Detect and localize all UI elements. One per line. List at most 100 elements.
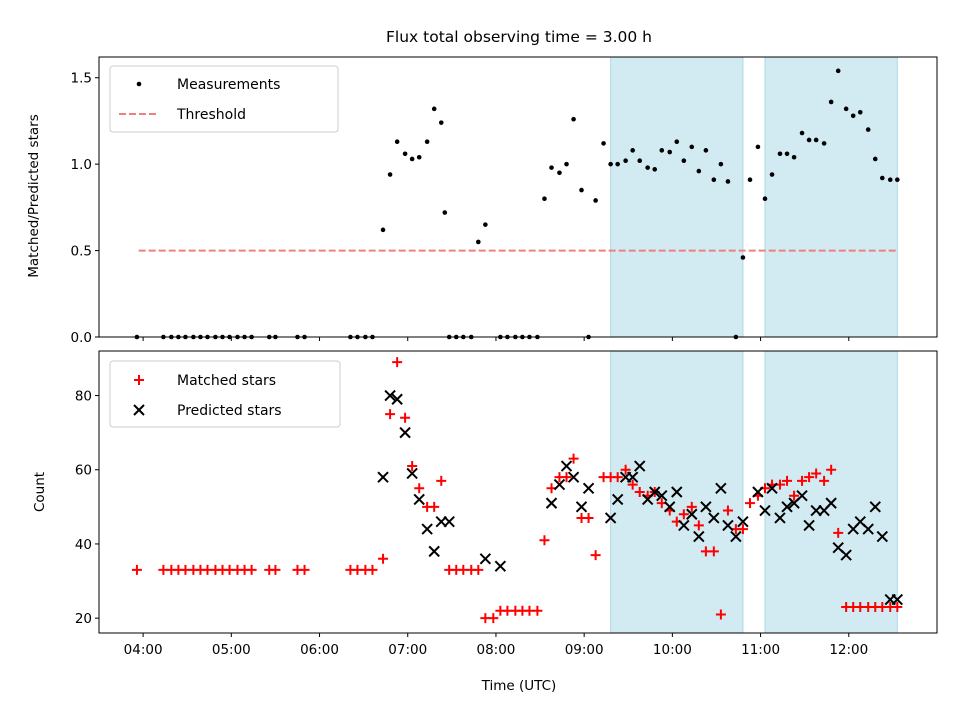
legend-label-matched: Matched stars bbox=[177, 373, 276, 389]
measurement-point bbox=[821, 141, 827, 146]
matched-star-point bbox=[744, 498, 755, 509]
measurement-point bbox=[813, 137, 819, 143]
matched-star-point bbox=[561, 472, 572, 483]
predicted-star-point bbox=[869, 501, 881, 513]
matched-star-point bbox=[407, 461, 418, 472]
bot-x-tick-label: 11:00 bbox=[741, 642, 780, 658]
predicted-star-point bbox=[825, 497, 837, 509]
measurement-point bbox=[791, 154, 797, 160]
measurement-point bbox=[725, 179, 731, 184]
bot-y-tick-label: 80 bbox=[75, 389, 92, 405]
legend-label-threshold: Threshold bbox=[176, 107, 246, 123]
matched-star-point bbox=[436, 475, 447, 486]
predicted-star-point bbox=[715, 482, 727, 494]
bot-shaded-span-1 bbox=[764, 350, 898, 634]
measurement-point bbox=[799, 130, 805, 136]
top-legend-box bbox=[109, 65, 339, 133]
measurement-point bbox=[542, 196, 547, 202]
matched-star-point bbox=[539, 535, 550, 546]
top-y-axis-label: Matched/Predicted stars bbox=[26, 114, 42, 277]
measurement-point bbox=[865, 127, 871, 132]
top-y-tick-label: 1.5 bbox=[71, 71, 92, 87]
matched-star-point bbox=[634, 487, 645, 497]
bottom-y-axis: 20 40 60 80 bbox=[75, 389, 99, 627]
matched-star-point bbox=[620, 464, 631, 475]
legend-label-predicted: Predicted stars bbox=[177, 403, 282, 419]
measurement-point bbox=[828, 99, 834, 105]
predicted-star-point bbox=[413, 493, 425, 506]
measurement-point bbox=[549, 165, 554, 170]
measurement-point bbox=[895, 177, 900, 183]
measurement-point bbox=[681, 158, 687, 164]
predicted-star-point bbox=[693, 530, 705, 543]
measurement-point bbox=[777, 151, 783, 157]
measurement-point bbox=[711, 177, 717, 183]
matched-star-point bbox=[590, 550, 601, 561]
measurement-point bbox=[645, 165, 650, 170]
measurement-point bbox=[703, 148, 709, 153]
measurement-point bbox=[409, 156, 415, 162]
measurement-point bbox=[880, 175, 885, 181]
bottom-legend: Matched stars Predicted stars bbox=[109, 360, 341, 428]
measurement-point bbox=[476, 239, 481, 245]
predicted-star-point bbox=[494, 560, 507, 572]
predicted-star-point bbox=[876, 530, 889, 543]
measurement-point bbox=[557, 170, 562, 176]
predicted-star-point bbox=[722, 519, 734, 532]
predicted-star-point bbox=[891, 593, 904, 606]
matched-star-point bbox=[392, 357, 403, 368]
predicted-star-point bbox=[862, 523, 874, 535]
measurement-point bbox=[659, 148, 665, 153]
measurement-point bbox=[872, 156, 878, 162]
measurement-point bbox=[755, 144, 761, 150]
top-legend: Measurements Threshold bbox=[109, 65, 339, 133]
matched-star-point bbox=[246, 564, 257, 575]
predicted-star-point bbox=[553, 478, 566, 491]
matched-star-point bbox=[715, 609, 726, 620]
matched-star-point bbox=[819, 475, 830, 486]
predicted-star-point bbox=[406, 467, 418, 480]
matched-star-point bbox=[833, 527, 844, 538]
top-y-tick-label: 0.0 bbox=[71, 330, 92, 346]
matched-star-point bbox=[473, 564, 484, 575]
measurement-point bbox=[593, 198, 598, 203]
predicted-star-point bbox=[399, 426, 411, 439]
top-x-axis bbox=[142, 337, 850, 341]
predicted-star-point bbox=[671, 486, 683, 498]
matched-star-point bbox=[488, 613, 499, 624]
x-axis-label: Time (UTC) bbox=[481, 678, 557, 694]
bot-x-tick-label: 04:00 bbox=[124, 642, 163, 658]
top-shaded-spans bbox=[610, 56, 898, 338]
measurement-point bbox=[857, 110, 863, 115]
top-axes-frame bbox=[98, 56, 938, 338]
measurement-point bbox=[424, 139, 430, 144]
bottom-axes-frame bbox=[98, 350, 938, 634]
predicted-star-point bbox=[752, 486, 764, 498]
measurement-point bbox=[615, 161, 620, 167]
predicted-star-point bbox=[545, 497, 558, 509]
predicted-star-point bbox=[686, 508, 698, 520]
predicted-star-point bbox=[840, 549, 852, 561]
matched-star-point bbox=[627, 479, 638, 490]
matched-star-point bbox=[568, 453, 579, 464]
measurement-point bbox=[623, 158, 628, 164]
measurement-point bbox=[416, 154, 422, 160]
measurement-point bbox=[442, 210, 448, 215]
bottom-x-axis: 04:00 05:00 06:00 07:00 08:00 09:00 10:00 11:00… bbox=[124, 633, 868, 658]
top-shaded-span-0 bbox=[610, 56, 744, 338]
matched-star-point bbox=[532, 605, 543, 616]
matched-star-point bbox=[797, 475, 808, 486]
matched-star-point bbox=[737, 524, 748, 535]
measurement-point bbox=[380, 227, 386, 233]
top-panel: 0.0 0.5 1.0 1.5 Matched/Predicted stars Mea… bbox=[26, 56, 938, 346]
measurement-point bbox=[696, 168, 702, 174]
matched-star-point bbox=[892, 602, 903, 613]
measurement-point bbox=[601, 141, 606, 146]
matched-star-point bbox=[789, 490, 800, 501]
predicted-star-point bbox=[421, 523, 433, 535]
bot-x-tick-label: 09:00 bbox=[565, 642, 604, 658]
predicted-star-point bbox=[428, 545, 440, 558]
measurement-point bbox=[718, 161, 724, 167]
measurement-point bbox=[674, 139, 680, 144]
